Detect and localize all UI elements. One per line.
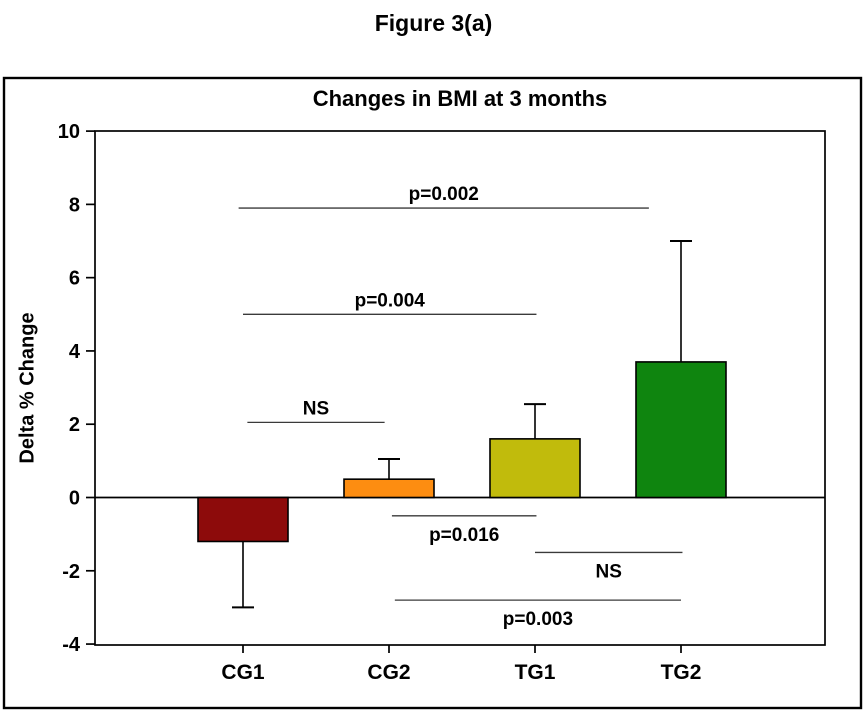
y-axis-label: Delta % Change — [16, 312, 39, 464]
plot-frame — [94, 130, 826, 646]
y-tick-label: 10 — [58, 121, 80, 143]
x-category-label-tg2: TG2 — [661, 661, 702, 684]
sig-label-5: p=0.003 — [503, 609, 573, 630]
sig-label-1: p=0.004 — [355, 290, 426, 311]
y-tick-label: -2 — [62, 561, 80, 583]
chart-title: Changes in BMI at 3 months — [312, 86, 608, 111]
y-tick-label: 2 — [69, 414, 80, 436]
y-tick-label: 6 — [69, 268, 80, 290]
x-category-label-tg1: TG1 — [515, 661, 556, 684]
figure-border — [2, 76, 863, 710]
x-category-label-cg2: CG2 — [367, 661, 410, 684]
bar-cg2 — [343, 478, 435, 499]
x-category-label-cg1: CG1 — [221, 661, 265, 684]
sig-label-2: NS — [303, 398, 329, 419]
sig-label-3: p=0.016 — [429, 525, 499, 546]
sig-label-0: p=0.002 — [409, 184, 479, 205]
y-tick-label: 0 — [69, 488, 80, 510]
y-tick-label: 4 — [69, 341, 81, 363]
y-tick-label: 8 — [69, 194, 80, 216]
y-tick-label: -4 — [62, 634, 81, 656]
bar-tg2 — [635, 361, 727, 499]
bar-tg1 — [489, 438, 581, 499]
bar-cg1 — [197, 496, 289, 543]
figure-caption: Figure 3(a) — [374, 10, 493, 36]
sig-label-4: NS — [596, 561, 622, 582]
